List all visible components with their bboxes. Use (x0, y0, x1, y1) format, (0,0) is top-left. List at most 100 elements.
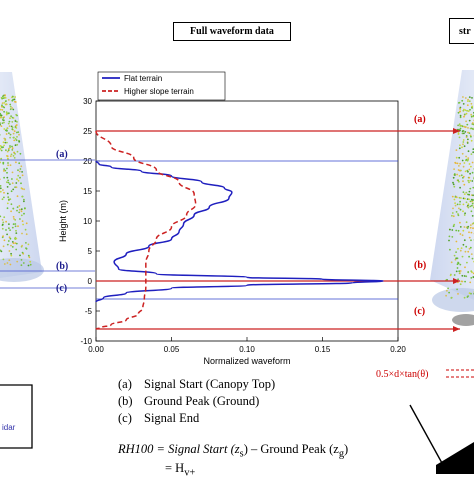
vegetation-point (453, 225, 455, 227)
vegetation-point (3, 245, 5, 247)
vegetation-point (19, 205, 21, 207)
vegetation-point (461, 146, 463, 148)
vegetation-point (20, 168, 22, 170)
vegetation-point (3, 259, 5, 261)
right-marker-b: (b) (414, 260, 426, 271)
vegetation-point (470, 227, 472, 229)
definition-b: (b)Ground Peak (Ground) (118, 393, 275, 410)
vegetation-point (463, 204, 465, 206)
vegetation-point (464, 162, 466, 164)
vegetation-point (9, 183, 11, 185)
rh100-eq-mid: ) – Ground Peak (z (244, 442, 339, 456)
vegetation-point (464, 266, 466, 268)
vegetation-point (12, 109, 14, 111)
vegetation-point (456, 241, 458, 243)
vegetation-point (3, 128, 5, 130)
vegetation-point (3, 111, 5, 113)
vegetation-point (472, 203, 474, 205)
vegetation-point (21, 210, 23, 212)
vegetation-point (451, 297, 453, 299)
vegetation-point (1, 125, 3, 127)
vegetation-point (2, 189, 4, 191)
vegetation-point (449, 249, 451, 251)
vegetation-point (472, 172, 474, 174)
vegetation-point (470, 270, 472, 272)
vegetation-point (23, 199, 25, 201)
vegetation-point (3, 216, 5, 218)
vegetation-point (457, 293, 459, 295)
vegetation-point (6, 172, 8, 174)
vegetation-point (468, 207, 470, 209)
vegetation-point (5, 130, 7, 132)
vegetation-point (462, 281, 464, 283)
vegetation-point (454, 173, 456, 175)
vegetation-point (467, 157, 469, 159)
vegetation-point (456, 271, 458, 273)
vegetation-point (2, 109, 4, 111)
vegetation-point (457, 267, 459, 269)
vegetation-point (453, 177, 455, 179)
vegetation-point (458, 165, 460, 167)
vegetation-point (449, 229, 451, 231)
vegetation-point (16, 243, 18, 245)
vegetation-point (466, 124, 468, 126)
vegetation-point (467, 205, 469, 207)
vegetation-point (10, 210, 12, 212)
vegetation-point (22, 174, 24, 176)
vegetation-point (21, 264, 23, 266)
vegetation-point (2, 119, 4, 121)
vegetation-point (456, 211, 458, 213)
vegetation-point (3, 141, 5, 143)
vegetation-point (460, 283, 462, 285)
vegetation-point (467, 170, 469, 172)
vegetation-point (465, 97, 467, 99)
vegetation-point (470, 277, 472, 279)
vegetation-point (467, 227, 469, 229)
vegetation-point (1, 104, 3, 106)
vegetation-point (471, 180, 473, 182)
vegetation-point (469, 248, 471, 250)
vegetation-point (9, 125, 11, 127)
vegetation-point (465, 109, 467, 111)
vegetation-point (460, 107, 462, 109)
vegetation-point (458, 230, 460, 232)
vegetation-point (452, 212, 454, 214)
vegetation-point (7, 113, 9, 115)
vegetation-point (28, 265, 30, 267)
vegetation-point (468, 182, 470, 184)
vegetation-point (0, 115, 2, 117)
vegetation-point (462, 130, 464, 132)
vegetation-point (21, 259, 23, 261)
vegetation-point (469, 163, 471, 165)
vegetation-point (459, 137, 461, 139)
vegetation-point (469, 96, 471, 98)
vegetation-point (472, 258, 474, 260)
vegetation-point (7, 196, 9, 198)
vegetation-point (462, 141, 464, 143)
vegetation-point (464, 281, 466, 283)
vegetation-point (451, 215, 453, 217)
vegetation-point (15, 249, 17, 251)
vegetation-point (462, 210, 464, 212)
y-tick-label: 30 (83, 97, 92, 106)
vegetation-point (462, 96, 464, 98)
vegetation-point (471, 97, 473, 99)
vegetation-point (14, 238, 16, 240)
vegetation-point (457, 248, 459, 250)
vegetation-point (454, 255, 456, 257)
vegetation-point (460, 197, 462, 199)
definition-c-text: Signal End (144, 411, 199, 425)
vegetation-point (13, 152, 15, 154)
vegetation-point (10, 134, 12, 136)
vegetation-point (17, 225, 19, 227)
rh100-equation: RH100 = Signal Start (zs) – Ground Peak … (118, 442, 348, 460)
vegetation-point (469, 292, 471, 294)
vegetation-point (456, 174, 458, 176)
vegetation-point (5, 221, 7, 223)
vegetation-point (10, 164, 12, 166)
y-tick-label: 0 (88, 277, 93, 286)
vegetation-point (464, 212, 466, 214)
vegetation-point (11, 128, 13, 130)
vegetation-point (5, 229, 7, 231)
definition-c-key: (c) (118, 410, 144, 427)
